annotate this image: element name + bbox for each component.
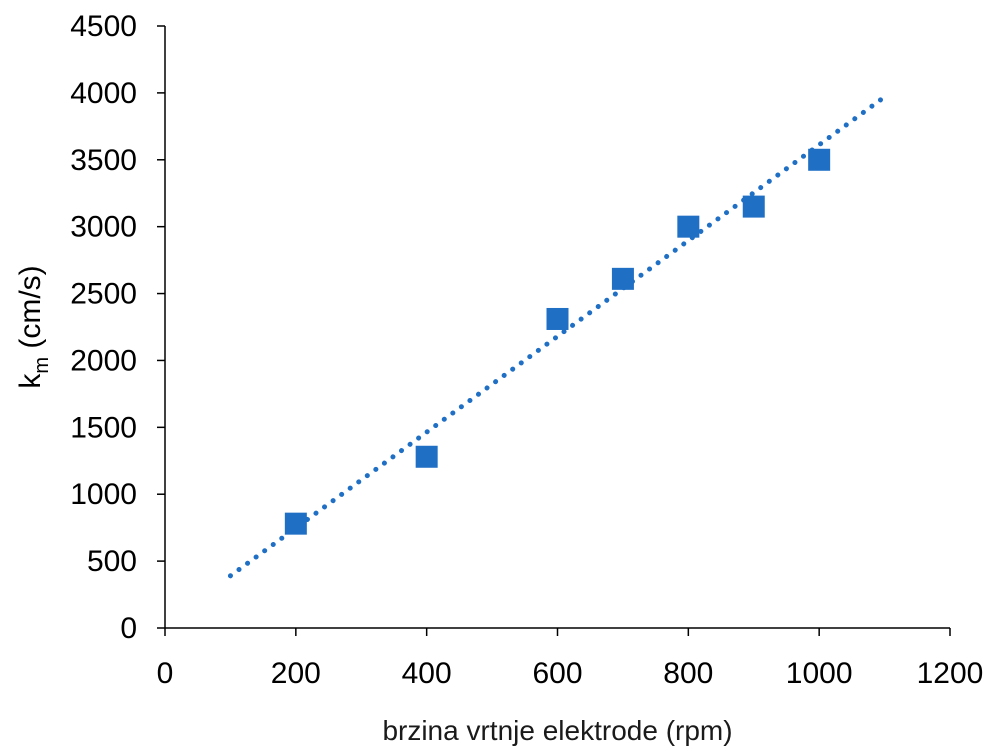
y-axis-title-unit: (cm/s) <box>14 265 47 357</box>
data-point <box>546 307 569 330</box>
x-tick-label: 800 <box>663 657 713 690</box>
y-tick-label: 1500 <box>70 411 137 444</box>
y-axis-ticks: 0 500 1000 1500 2000 2500 3000 3500 4000 4500 <box>70 10 165 645</box>
y-tick-label: 1000 <box>70 478 137 511</box>
x-tick-label: 1000 <box>786 657 853 690</box>
trendline <box>227 94 888 579</box>
y-tick-label: 4500 <box>70 10 137 43</box>
y-axis-title-subscript: m <box>31 357 53 374</box>
data-point <box>677 215 700 238</box>
y-tick-label: 3000 <box>70 211 137 244</box>
x-tick-label: 400 <box>402 657 452 690</box>
y-tick-label: 500 <box>87 545 137 578</box>
x-axis-ticks: 0 200 400 600 800 1000 1200 <box>157 628 984 690</box>
data-points <box>284 148 831 535</box>
x-tick-label: 1200 <box>917 657 984 690</box>
x-axis-title: brzina vrtnje elektrode (rpm) <box>382 715 732 746</box>
x-tick-label: 600 <box>532 657 582 690</box>
y-tick-label: 2000 <box>70 344 137 377</box>
data-point <box>415 445 438 468</box>
trendline-path <box>227 94 888 579</box>
x-tick-label: 0 <box>157 657 174 690</box>
data-point <box>808 148 831 171</box>
y-tick-label: 2500 <box>70 278 137 311</box>
y-axis-title-main: k <box>14 373 47 389</box>
data-point <box>742 195 765 218</box>
data-point <box>611 267 634 290</box>
y-axis-title: km (cm/s) <box>14 265 53 388</box>
x-tick-label: 200 <box>271 657 321 690</box>
y-tick-label: 3500 <box>70 144 137 177</box>
y-tick-label: 4000 <box>70 77 137 110</box>
y-tick-label: 0 <box>120 612 137 645</box>
data-point <box>284 512 307 535</box>
